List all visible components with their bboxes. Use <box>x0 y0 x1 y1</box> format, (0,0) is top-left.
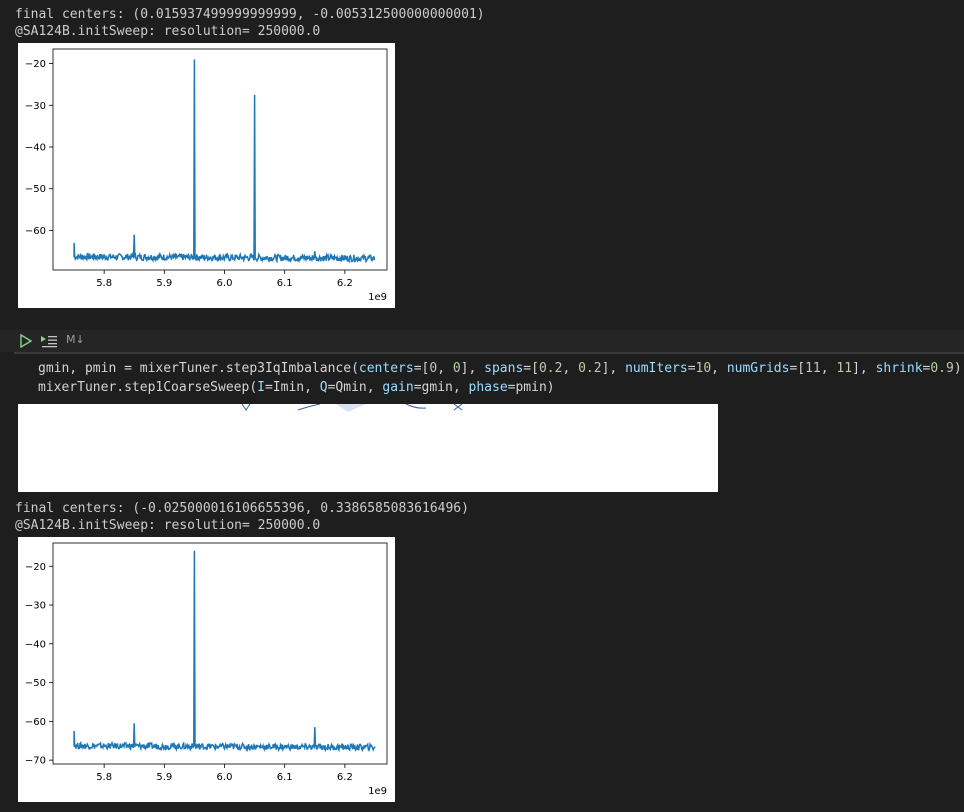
plot-output-cropped <box>18 404 718 492</box>
code-param: Q <box>319 380 328 395</box>
spectrum-plot-2: 5.8 5.9 6.0 6.1 6.2 −20 −30 −40 −50 −60 −70 1e9 <box>18 537 395 802</box>
y-tick-label: −20 <box>25 562 46 573</box>
code-param: spans <box>484 361 524 376</box>
code-number: 10 <box>695 361 712 376</box>
output-text-4: @SA124B.initSweep: resolution= 250000.0 <box>15 518 321 533</box>
code-number: 11 <box>805 361 821 376</box>
code-token: =pmin) <box>507 380 555 395</box>
code-token: , <box>562 361 579 376</box>
code-token: ], <box>460 361 485 376</box>
x-tick-label: 6.0 <box>217 772 233 783</box>
y-tick-label: −20 <box>25 59 46 70</box>
x-tick-label: 6.1 <box>277 278 293 289</box>
code-token: = <box>922 361 931 376</box>
markdown-toggle[interactable]: M↓ <box>66 333 85 346</box>
spectrum-trace <box>73 59 376 264</box>
y-tick-label: −30 <box>25 601 46 612</box>
code-param: numGrids <box>726 361 790 376</box>
code-token: =[ <box>789 361 806 376</box>
spectrum-plot-1: 5.8 5.9 6.0 6.1 6.2 −20 −30 −40 −50 −60 1e9 <box>18 43 395 308</box>
code-token: = <box>687 361 696 376</box>
code-param: phase <box>468 380 508 395</box>
y-tick-label: −70 <box>25 756 46 767</box>
output-text-1: final centers: (0.015937499999999999, -0… <box>15 7 485 22</box>
x-exponent-label: 1e9 <box>368 786 387 797</box>
code-token: =Imin, <box>264 380 320 395</box>
axes-frame <box>52 48 388 271</box>
code-line-2[interactable]: mixerTuner.step1CoarseSweep(I=Imin, Q=Qm… <box>38 378 555 397</box>
code-token: =[ <box>523 361 539 376</box>
code-param: shrink <box>875 361 923 376</box>
spectrum-trace <box>73 550 376 753</box>
code-token: ], <box>852 361 876 376</box>
code-param: gain <box>382 380 414 395</box>
code-line-1[interactable]: gmin, pmin = mixerTuner.step3IqImbalance… <box>38 359 962 378</box>
run-below-icon[interactable] <box>40 334 58 348</box>
code-number: 11 <box>836 361 853 376</box>
x-tick-label: 5.8 <box>96 278 112 289</box>
y-tick-label: −30 <box>25 101 46 112</box>
cropped-3d-plot-fragment <box>241 404 463 412</box>
cell-toolbar: M↓ <box>0 330 964 352</box>
code-number: 0 <box>429 361 438 376</box>
code-token: =gmin, <box>413 380 469 395</box>
code-token: ) <box>953 361 962 376</box>
code-param: I <box>257 380 265 395</box>
code-number: 0.2 <box>578 361 602 376</box>
y-tick-label: −60 <box>25 226 46 237</box>
y-tick-label: −50 <box>25 184 46 195</box>
code-token: , <box>711 361 727 376</box>
code-number: 0.9 <box>930 361 954 376</box>
code-param: numIters <box>625 361 688 376</box>
x-tick-label: 6.2 <box>337 772 353 783</box>
code-number: 0 <box>452 361 461 376</box>
code-token: , <box>437 361 453 376</box>
spectrum-plot-2-svg: 5.8 5.9 6.0 6.1 6.2 −20 −30 −40 −50 −60 −70 1e9 <box>25 542 388 797</box>
y-tick-label: −40 <box>25 639 46 650</box>
x-tick-label: 6.1 <box>277 772 293 783</box>
code-param: centers <box>358 361 414 376</box>
output-text-3: final centers: (-0.025000016106655396, 0… <box>15 501 469 516</box>
x-exponent-label: 1e9 <box>368 292 387 303</box>
output-text-2: @SA124B.initSweep: resolution= 250000.0 <box>15 24 321 39</box>
code-token: =Qmin, <box>327 380 383 395</box>
y-tick-label: −60 <box>25 717 46 728</box>
code-token: mixerTuner.step1CoarseSweep( <box>38 380 258 395</box>
x-tick-label: 5.8 <box>96 772 112 783</box>
x-tick-label: 6.0 <box>217 278 233 289</box>
code-token: , <box>820 361 837 376</box>
x-tick-label: 5.9 <box>156 278 172 289</box>
x-tick-label: 5.9 <box>156 772 172 783</box>
play-icon[interactable] <box>19 334 33 348</box>
axes-frame <box>52 542 388 765</box>
y-tick-label: −50 <box>25 678 46 689</box>
spectrum-plot-1-svg: 5.8 5.9 6.0 6.1 6.2 −20 −30 −40 −50 −60 1e9 <box>25 48 388 303</box>
code-token: ], <box>601 361 626 376</box>
code-cell-editor[interactable]: gmin, pmin = mixerTuner.step3IqImbalance… <box>14 352 964 398</box>
code-token: gmin, pmin = mixerTuner.step3IqImbalance… <box>38 361 359 376</box>
code-number: 0.2 <box>538 361 563 376</box>
code-token: =[ <box>413 361 430 376</box>
y-tick-label: −40 <box>25 142 46 153</box>
x-tick-label: 6.2 <box>337 278 353 289</box>
